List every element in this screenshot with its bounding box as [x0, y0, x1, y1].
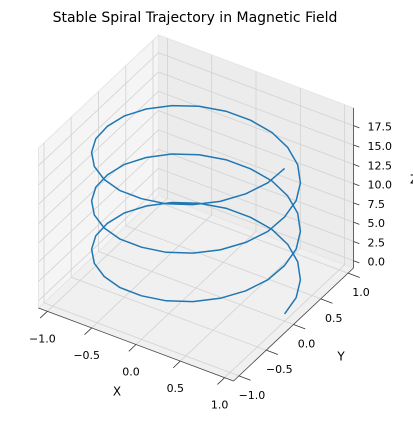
x-tick — [172, 360, 181, 369]
y-axis-label: Y — [336, 350, 345, 364]
x-tick-label: 1.0 — [211, 399, 229, 412]
z-tick-label: 15.0 — [368, 140, 393, 153]
x-tick — [217, 377, 225, 385]
y-tick — [293, 324, 306, 330]
z-tick — [353, 163, 360, 167]
z-axis-label: Z — [410, 173, 413, 187]
grid-line — [38, 90, 354, 205]
z-tick — [353, 183, 360, 187]
grid-line — [38, 52, 354, 166]
y-tick-label: 0.0 — [298, 338, 316, 351]
x-tick-label: −1.0 — [29, 332, 56, 345]
x-tick-label: −0.5 — [73, 349, 100, 362]
y-tick-label: 0.5 — [325, 312, 343, 325]
grid-line — [38, 71, 354, 186]
x-axis-line — [38, 307, 234, 382]
grid-line — [135, 71, 257, 345]
y-tick-label: 1.0 — [352, 286, 370, 299]
z-tick-label: 2.5 — [368, 236, 386, 249]
y-tick — [347, 272, 360, 278]
grid-line — [152, 40, 349, 274]
z-tick — [353, 221, 360, 225]
y-tick-label: −0.5 — [266, 363, 293, 376]
z-tick-label: 0.0 — [368, 256, 386, 269]
z-tick — [353, 144, 360, 148]
z-tick-label: 10.0 — [368, 179, 393, 192]
x-tick — [128, 344, 137, 352]
grid-line — [38, 129, 354, 244]
y-tick — [238, 375, 251, 381]
y-axis-line — [233, 267, 354, 382]
grid-line — [43, 142, 240, 377]
y-tick-label: −1.0 — [239, 389, 266, 402]
z-tick-label: 5.0 — [368, 217, 386, 230]
grid-line — [180, 88, 301, 362]
x-axis-label: X — [113, 385, 121, 399]
x-tick — [84, 327, 92, 335]
grid-line — [38, 110, 354, 224]
y-tick — [266, 349, 279, 355]
grid-line — [70, 117, 267, 351]
z-tick-label: 17.5 — [368, 121, 393, 134]
x-tick — [39, 311, 48, 319]
grid-line — [98, 91, 294, 325]
x-tick-label: 0.5 — [167, 382, 185, 395]
z-tick-label: 7.5 — [368, 198, 386, 211]
x-tick-label: 0.0 — [122, 366, 140, 379]
grid-line — [38, 187, 354, 301]
grid-line — [47, 38, 168, 312]
grid-line — [125, 65, 321, 300]
chart-title: Stable Spiral Trajectory in Magnetic Fie… — [53, 10, 338, 26]
z-tick-label: 12.5 — [368, 159, 393, 172]
z-tick — [353, 260, 360, 264]
z-tick — [353, 125, 360, 129]
z-tick — [353, 202, 360, 206]
grid-line — [224, 104, 346, 378]
grid-line — [38, 167, 354, 282]
y-tick — [320, 298, 333, 304]
z-tick — [353, 241, 360, 245]
trajectory-line — [90, 104, 302, 315]
